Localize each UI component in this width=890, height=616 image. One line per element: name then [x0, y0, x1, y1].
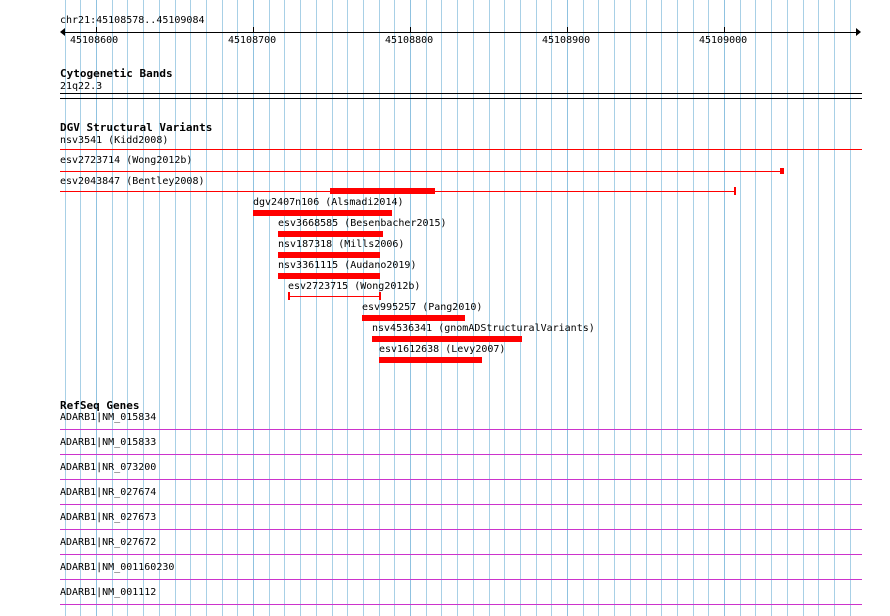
transcript-label[interactable]: ADARB1|NM_015834 [60, 412, 157, 423]
variant-feature[interactable] [278, 231, 383, 237]
variant-feature-block[interactable] [330, 188, 435, 194]
transcript-intron-line[interactable] [60, 479, 862, 480]
variant-label[interactable]: esv3668585 (Besenbacher2015) [278, 218, 447, 229]
variant-label[interactable]: esv1612638 (Levy2007) [379, 344, 506, 355]
variant-feature[interactable] [379, 357, 482, 363]
variant-feature[interactable] [278, 273, 380, 279]
transcript-label[interactable]: ADARB1|NR_027672 [60, 537, 157, 548]
variant-feature[interactable] [372, 336, 522, 342]
ruler-tick-label: 45108600 [70, 35, 119, 46]
transcript-intron-line[interactable] [60, 554, 862, 555]
variant-feature[interactable] [253, 210, 392, 216]
variant-feature[interactable] [362, 315, 465, 321]
transcript-label[interactable]: ADARB1|NM_001112 [60, 587, 157, 598]
transcript-label[interactable]: ADARB1|NR_027673 [60, 512, 157, 523]
ruler-tick-label: 45108700 [228, 35, 277, 46]
ruler-tick-label: 45108900 [542, 35, 591, 46]
variant-label[interactable]: nsv187318 (Mills2006) [278, 239, 405, 250]
variant-label[interactable]: nsv4536341 (gnomADStructuralVariants) [372, 323, 595, 334]
transcript-label[interactable]: ADARB1|NR_027674 [60, 487, 157, 498]
cytoband-line[interactable] [60, 98, 862, 99]
variant-end-cap[interactable] [379, 292, 381, 300]
transcript-label[interactable]: ADARB1|NM_015833 [60, 437, 157, 448]
variant-feature[interactable] [278, 252, 380, 258]
cytoband-label[interactable]: 21q22.3 [60, 81, 103, 92]
variant-label[interactable]: dgv2407n106 (Alsmadi2014) [253, 197, 404, 208]
ruler-right-arrow-icon[interactable] [856, 28, 861, 36]
ruler-tick-label: 45108800 [385, 35, 434, 46]
variant-feature[interactable] [60, 149, 862, 150]
cytoband-line[interactable] [60, 93, 862, 94]
variant-end-cap[interactable] [734, 187, 736, 195]
ruler-tick [724, 27, 725, 33]
dgv-track-title[interactable]: DGV Structural Variants [60, 121, 213, 134]
ruler-tick [410, 27, 411, 33]
ruler-tick [253, 27, 254, 33]
variant-label[interactable]: nsv3541 (Kidd2008) [60, 135, 169, 146]
ruler-tick-label: 45109000 [699, 35, 748, 46]
cytoband-track-title[interactable]: Cytogenetic Bands [60, 67, 173, 80]
ruler-axis [62, 32, 858, 33]
transcript-intron-line[interactable] [60, 454, 862, 455]
variant-label[interactable]: esv2723714 (Wong2012b) [60, 155, 193, 166]
ruler-tick [567, 27, 568, 33]
transcript-label[interactable]: ADARB1|NM_001160230 [60, 562, 175, 573]
transcript-label[interactable]: ADARB1|NR_073200 [60, 462, 157, 473]
variant-feature[interactable] [60, 171, 782, 172]
ruler-tick [96, 27, 97, 33]
ruler-location: chr21:45108578..45109084 [60, 15, 205, 26]
variant-end-cap[interactable] [288, 292, 290, 300]
variant-feature[interactable] [289, 296, 380, 297]
ruler-left-arrow-icon[interactable] [60, 28, 65, 36]
variant-label[interactable]: nsv3361115 (Audano2019) [278, 260, 417, 271]
refseq-track-title[interactable]: RefSeq Genes [60, 399, 140, 412]
variant-end-cap[interactable] [780, 168, 784, 174]
transcript-intron-line[interactable] [60, 604, 862, 605]
transcript-intron-line[interactable] [60, 579, 862, 580]
transcript-intron-line[interactable] [60, 429, 862, 430]
transcript-intron-line[interactable] [60, 504, 862, 505]
transcript-intron-line[interactable] [60, 529, 862, 530]
variant-label[interactable]: esv2043847 (Bentley2008) [60, 176, 205, 187]
variant-label[interactable]: esv2723715 (Wong2012b) [288, 281, 421, 292]
variant-label[interactable]: esv995257 (Pang2010) [362, 302, 483, 313]
